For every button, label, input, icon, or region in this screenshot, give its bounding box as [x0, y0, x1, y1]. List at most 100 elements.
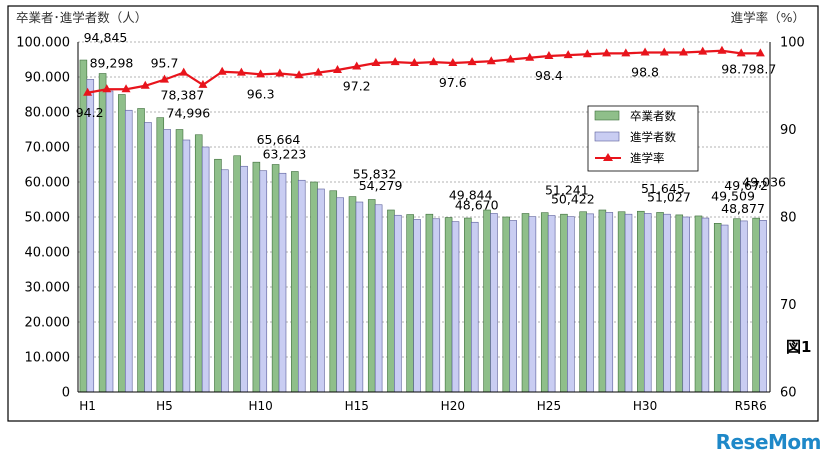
rate-point [313, 67, 323, 76]
data-label-rate: 98.4 [535, 68, 563, 83]
legend-swatch-grads [594, 110, 620, 121]
left-tick-label: 100.000 [16, 36, 70, 51]
rate-point [429, 57, 439, 66]
left-tick-label: 80.000 [25, 106, 71, 121]
rate-point [294, 70, 304, 79]
bar-grads [598, 209, 607, 393]
right-tick-label: 90 [780, 123, 797, 138]
bar-grads [483, 209, 491, 393]
bar-grads [233, 155, 241, 393]
bar-grads [291, 171, 299, 393]
bar-grads [637, 210, 645, 393]
data-label-rate: 97.2 [343, 79, 371, 94]
x-tick-label: H10 [248, 399, 272, 413]
left-axis-ticks: 0 10.000 20.000 30.000 40.000 50.000 60.000 70.… [16, 36, 70, 401]
rate-point [525, 52, 535, 61]
left-tick-label: 30.000 [25, 281, 71, 296]
right-tick-label: 100 [780, 36, 805, 51]
rate-point [698, 46, 708, 55]
bar-enrolled [509, 220, 517, 393]
bar-grads [348, 196, 357, 393]
bar-enrolled [317, 188, 325, 393]
rate-point [659, 47, 669, 56]
data-label-enrolled: 48,670 [455, 198, 499, 213]
x-axis-ticks: H1 H5 H10 H15 H20 H25 H30 R5R6 [79, 399, 766, 413]
bar-enrolled [586, 213, 594, 393]
rate-point [717, 45, 727, 54]
rate-point [236, 67, 246, 76]
right-tick-label: 60 [780, 386, 797, 401]
rate-point [121, 84, 131, 93]
bar-grads [617, 211, 626, 393]
rate-point [582, 49, 592, 58]
data-label-grads: 49,509 [711, 189, 755, 204]
bar-enrolled [682, 216, 690, 393]
bar-grads [175, 129, 184, 393]
data-label-grads: 94,845 [84, 30, 128, 45]
bar-grads [464, 217, 472, 393]
bar-grads [656, 212, 664, 393]
data-label-rate: 96.3 [247, 86, 275, 101]
bar-enrolled [490, 213, 498, 393]
bar-grads [214, 158, 222, 393]
bar-enrolled [163, 129, 171, 393]
legend-swatch-rate-marker [603, 153, 613, 161]
data-label-rate: 95.7 [151, 56, 179, 71]
bar-grads [118, 94, 126, 393]
x-tick-label: H25 [537, 399, 561, 413]
bar-enrolled [605, 212, 614, 393]
bar-enrolled [221, 169, 229, 393]
bar-grads [733, 218, 741, 393]
right-tick-label: 70 [780, 298, 797, 313]
bar-enrolled [278, 172, 287, 393]
figure-label: 図1 [786, 338, 811, 356]
left-tick-label: 10.000 [25, 351, 71, 366]
bar-enrolled [394, 214, 402, 393]
bar-grads [252, 161, 261, 393]
data-label-grads: 55,832 [353, 167, 397, 182]
rate-point [160, 74, 169, 83]
bar-grads [713, 223, 722, 393]
bar-enrolled [759, 220, 767, 393]
rate-point [352, 61, 362, 70]
bar-grads [579, 211, 587, 393]
legend-label-grads: 卒業者数 [630, 109, 676, 123]
bar-grads [98, 73, 107, 393]
rate-point [179, 67, 189, 76]
legend: 卒業者数 進学者数 進学率 [587, 105, 699, 172]
left-tick-label: 90.000 [25, 71, 71, 86]
data-labels: 94,845 78,387 65,664 55,832 49,844 51,241 51,6… [76, 30, 786, 216]
bar-grads [156, 117, 165, 393]
rate-line [87, 49, 761, 94]
x-tick-label: H5 [156, 399, 173, 413]
left-axis-title: 卒業者･進学者数（人） [16, 10, 147, 25]
bar-enrolled [451, 221, 460, 393]
bar-grads [502, 216, 511, 393]
bar-grads [406, 214, 414, 393]
left-tick-label: 50.000 [25, 211, 71, 226]
bar-enrolled [740, 220, 748, 393]
bar-enrolled [528, 216, 537, 393]
x-tick-label: H15 [345, 399, 369, 413]
rate-point [333, 65, 342, 73]
data-label-enrolled: 89,298 [90, 55, 134, 70]
left-tick-label: 20.000 [25, 316, 71, 331]
rate-point [409, 58, 419, 66]
rate-point [217, 66, 227, 75]
data-label-enrolled: 54,279 [359, 178, 403, 193]
data-label-enrolled: 50,422 [551, 192, 595, 207]
bar-enrolled [240, 165, 248, 393]
bar-grads [752, 217, 760, 393]
right-tick-label: 80 [780, 211, 797, 226]
data-label-grads: 51,645 [641, 181, 685, 196]
data-label-grads: 78,387 [161, 88, 205, 103]
data-label-grads: 49,672 [724, 178, 768, 193]
bar-grads [425, 213, 434, 393]
left-tick-label: 0 [62, 386, 70, 401]
rate-point [544, 51, 554, 59]
resemom-logo: ReseMom [715, 430, 822, 454]
rate-point [256, 69, 266, 78]
left-tick-label: 40.000 [25, 246, 71, 261]
bar-enrolled [663, 213, 671, 393]
bar-enrolled [720, 224, 729, 393]
